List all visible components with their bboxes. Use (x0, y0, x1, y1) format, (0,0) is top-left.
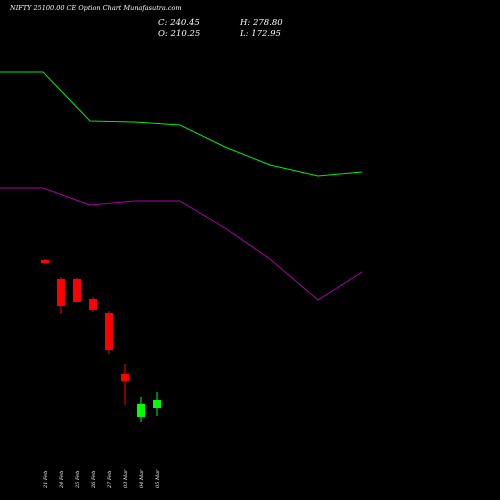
open-value: O: 210.25 (158, 29, 201, 39)
candle-body (89, 299, 97, 310)
candle-body (153, 400, 161, 408)
low-value: L: 172.95 (240, 29, 281, 39)
indicator-line-1 (0, 71, 363, 177)
x-tick-label: 03 Mar (123, 469, 129, 488)
candle-25-feb (73, 278, 81, 302)
candle-26-feb (89, 297, 97, 312)
chart-title: NIFTY 25100.00 CE Option Chart Munafasut… (10, 4, 182, 12)
candle-05-mar (153, 392, 161, 416)
candle-21-feb (41, 259, 49, 264)
candle-24-feb (57, 277, 65, 314)
x-tick-label: 26 Feb (91, 471, 97, 489)
x-tick-label: 25 Feb (75, 471, 81, 489)
candle-03-mar (121, 364, 129, 405)
candle-body (105, 313, 113, 350)
x-tick-label: 24 Feb (59, 471, 65, 489)
x-tick-label: 27 Feb (107, 471, 113, 489)
close-value: C: 240.45 (158, 18, 200, 28)
indicator-line-2 (0, 187, 363, 301)
x-tick-label: 21 Feb (43, 471, 49, 489)
high-value: H: 278.80 (240, 18, 283, 28)
candle-body (137, 404, 145, 417)
candle-body (41, 260, 49, 263)
candle-04-mar (137, 397, 145, 422)
candle-body (121, 374, 129, 381)
x-tick-label: 05 Mar (155, 469, 161, 488)
candle-body (73, 279, 81, 302)
candle-27-feb (105, 311, 113, 354)
x-tick-label: 04 Mar (139, 469, 145, 488)
candle-body (57, 279, 65, 306)
